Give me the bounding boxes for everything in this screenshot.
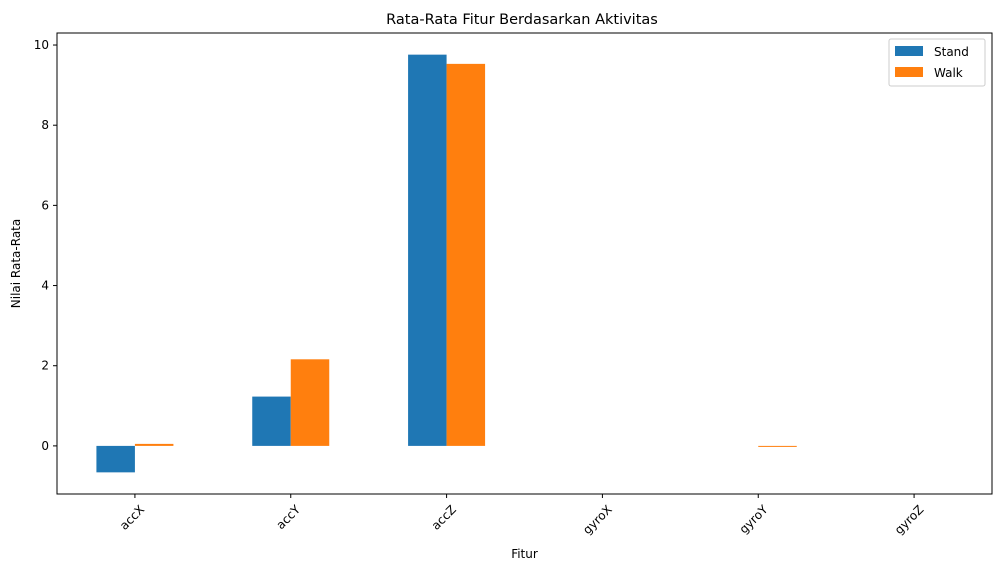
y-axis: 0 2 4 6 8 10 xyxy=(34,38,57,453)
x-axis-label: Fitur xyxy=(511,547,538,561)
bar-stand-accY xyxy=(252,396,291,446)
x-tick-label: gyroX xyxy=(580,502,615,537)
x-tick-label: accY xyxy=(273,502,303,532)
bars-group xyxy=(96,54,797,473)
bar-walk-gyroY xyxy=(758,445,797,447)
y-tick-label: 2 xyxy=(41,359,49,373)
legend-swatch-walk xyxy=(895,67,923,77)
legend: Stand Walk xyxy=(888,38,986,87)
legend-swatch-stand xyxy=(895,46,923,56)
bar-stand-accX xyxy=(96,445,135,473)
y-tick-label: 10 xyxy=(34,38,49,52)
x-axis: accX accY accZ gyroX gyroY gyroZ xyxy=(117,494,926,537)
bar-walk-accX xyxy=(134,443,174,446)
x-tick-label: gyroY xyxy=(737,502,771,536)
y-tick-label: 6 xyxy=(41,198,49,212)
plot-frame xyxy=(56,32,993,495)
bar-stand-accZ xyxy=(408,54,447,446)
y-tick-label: 0 xyxy=(41,439,49,453)
bar-walk-accY xyxy=(290,359,330,446)
x-tick-label: accX xyxy=(117,502,147,532)
x-tick-label: accZ xyxy=(429,502,459,532)
legend-label-stand: Stand xyxy=(934,45,969,59)
y-tick-label: 8 xyxy=(41,118,49,132)
legend-label-walk: Walk xyxy=(934,66,963,80)
x-tick-label: gyroZ xyxy=(892,502,927,537)
bar-walk-accZ xyxy=(446,63,486,446)
y-tick-label: 4 xyxy=(41,279,49,293)
chart-title: Rata-Rata Fitur Berdasarkan Aktivitas xyxy=(386,12,658,28)
y-axis-label: Nilai Rata-Rata xyxy=(9,219,23,308)
